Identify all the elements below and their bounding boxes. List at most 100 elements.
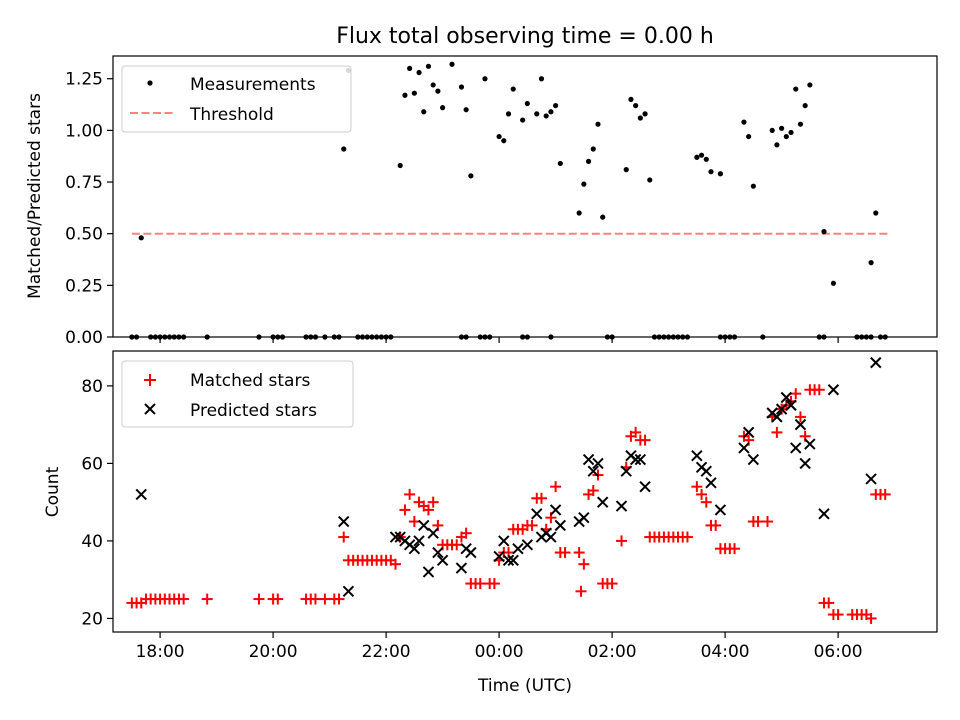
measurement-point [873, 210, 879, 216]
predicted-stars-point [827, 384, 840, 396]
predicted-stars-point [596, 496, 609, 508]
matched-legend-label: Matched stars [190, 371, 310, 391]
matched-stars-point [427, 496, 439, 508]
measurement-point [694, 154, 700, 160]
predicted-stars-point [549, 504, 562, 516]
predicted-stars-point [691, 449, 703, 462]
predicted-stars-point [587, 465, 599, 477]
measurement-point [628, 96, 634, 102]
matched-stars-point [333, 593, 345, 605]
count-y-ticks: 20 40 60 80 [81, 377, 113, 629]
predicted-stars-point [338, 515, 350, 528]
measurement-point [430, 82, 436, 88]
predicted-stars-point [592, 457, 604, 470]
predicted-stars-point [747, 453, 760, 466]
ratio-panel: Flux total observing time = 0.00 h Match… [25, 24, 938, 348]
measurement-point [633, 102, 639, 109]
predicted-stars-point [578, 511, 590, 524]
measurement-point [463, 107, 469, 113]
matched-stars-point [710, 519, 722, 531]
matched-stars-point [575, 585, 587, 597]
count-y-tick-label: 80 [81, 377, 103, 397]
count-y-tick-label: 20 [81, 609, 103, 629]
predicted-stars-point [531, 508, 543, 520]
predicted-stars-point [775, 403, 788, 415]
measurement-point [717, 171, 724, 177]
matched-stars-point [578, 558, 590, 570]
measurement-point [501, 138, 507, 144]
predicted-stars-point [465, 546, 477, 559]
measurement-point [830, 280, 837, 286]
count-x-tick-label: 00:00 [475, 642, 524, 662]
measurement-point [623, 167, 629, 173]
predicted-stars-point [498, 535, 510, 547]
matched-stars-point [587, 485, 599, 497]
predicted-stars-point [794, 418, 807, 431]
ratio-y-tick-label: 0.25 [65, 276, 103, 296]
matched-stars-point [630, 426, 642, 438]
matched-stars-point [771, 426, 783, 438]
predicted-stars-point [507, 554, 519, 567]
measurement-point [407, 65, 413, 71]
matched-stars-point [616, 535, 628, 547]
measurement-point [783, 133, 789, 140]
predicted-legend-marker [144, 403, 156, 415]
matched-stars-point [451, 539, 463, 551]
predicted-stars-point [700, 465, 712, 477]
matched-stars-point [865, 612, 877, 624]
predicted-legend-label: Predicted stars [190, 401, 317, 421]
predicted-stars-point [790, 442, 802, 454]
measurement-point [590, 146, 596, 152]
count-x-ticks: 18:00 20:00 22:00 00:00 02:00 04:00 06:00 [136, 632, 863, 662]
matched-stars-point [526, 519, 538, 531]
matched-stars-point [201, 593, 213, 605]
count-x-tick-label: 02:00 [588, 642, 637, 662]
measurement-point [581, 181, 587, 187]
measurement-point [741, 119, 747, 125]
measurement-point [421, 109, 427, 115]
measurement-point [585, 158, 592, 164]
ratio-y-axis-label: Matched/Predicted stars [25, 93, 45, 299]
x-axis-label: Time (UTC) [477, 676, 572, 696]
count-legend-box [121, 360, 354, 428]
count-x-tick-label: 06:00 [814, 642, 863, 662]
matched-stars-point [823, 597, 835, 609]
measurement-point [793, 86, 799, 92]
matched-stars-point [606, 578, 618, 590]
measurement-point [505, 111, 512, 117]
predicted-stars-point [629, 453, 642, 466]
predicted-stars-point [865, 473, 877, 485]
measurement-point [821, 229, 827, 235]
predicted-stars-point [785, 399, 797, 411]
matched-stars-point [573, 547, 585, 559]
measurement-point [411, 90, 417, 96]
measurement-point [468, 173, 474, 179]
matched-stars-point [390, 558, 402, 570]
ratio-legend-box [121, 65, 352, 133]
count-x-tick-label: 18:00 [136, 642, 185, 662]
predicted-stars-point [408, 542, 421, 555]
predicted-stars-point [714, 504, 727, 516]
predicted-stars-point [512, 542, 524, 555]
matched-stars-point [639, 434, 651, 446]
predicted-stars-point [418, 519, 430, 532]
matched-stars-point [681, 531, 693, 543]
ratio-title: Flux total observing time = 0.00 h [336, 24, 714, 49]
measurement-point [397, 162, 403, 169]
measurement-point [576, 210, 582, 216]
measurement-point [543, 113, 549, 119]
predicted-stars-point [818, 508, 830, 520]
predicted-stars-point [545, 531, 557, 543]
measurement-point [341, 146, 347, 152]
measurement-point [548, 109, 554, 115]
matched-legend-marker [144, 374, 156, 386]
measurement-point [698, 152, 705, 158]
predicted-stars-point [738, 442, 750, 454]
measurement-point [868, 260, 874, 266]
matched-stars-point [408, 516, 420, 528]
count-panel: Count Time (UTC) 20 40 60 80 18:00 20:00 22:0… [43, 350, 938, 696]
measurement-point [802, 102, 808, 109]
predicted-stars-point [634, 453, 647, 466]
predicted-stars-point [427, 527, 439, 539]
